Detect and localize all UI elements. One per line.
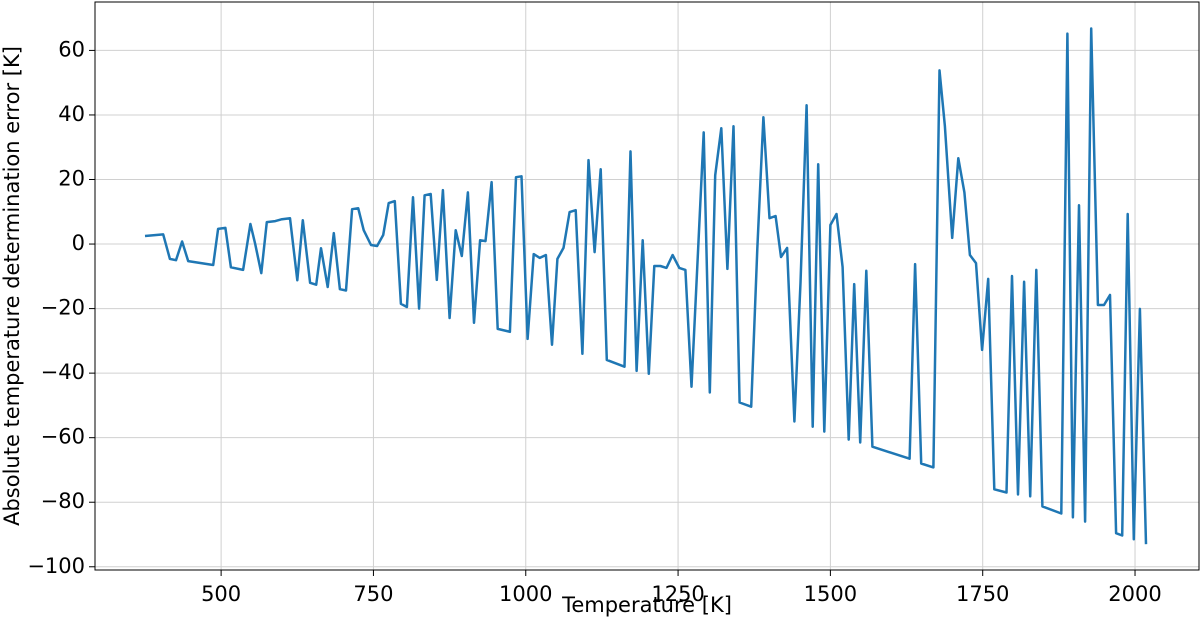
y-tick-label: −60 (41, 425, 85, 449)
y-tick-label: 60 (58, 37, 85, 61)
y-axis-label: Absolute temperature determination error… (0, 46, 24, 526)
x-tick-label: 1750 (956, 582, 1009, 606)
y-tick-label: −80 (41, 489, 85, 513)
y-tick-label: −40 (41, 360, 85, 384)
y-tick-label: 20 (58, 167, 85, 191)
x-axis-label: Temperature [K] (561, 593, 732, 617)
data-line (144, 27, 1148, 545)
x-tick-label: 1500 (804, 582, 857, 606)
x-tick-label: 1250 (651, 582, 704, 606)
x-tick-label: 750 (353, 582, 393, 606)
x-tick-label: 2000 (1108, 582, 1161, 606)
plot-frame (94, 1, 1200, 571)
y-tick-label: 40 (58, 102, 85, 126)
y-tick-label: −100 (27, 554, 85, 578)
y-tick-label: 0 (72, 231, 85, 255)
y-tick-label: −20 (41, 296, 85, 320)
x-tick-label: 1000 (499, 582, 552, 606)
x-tick-label: 500 (201, 582, 241, 606)
